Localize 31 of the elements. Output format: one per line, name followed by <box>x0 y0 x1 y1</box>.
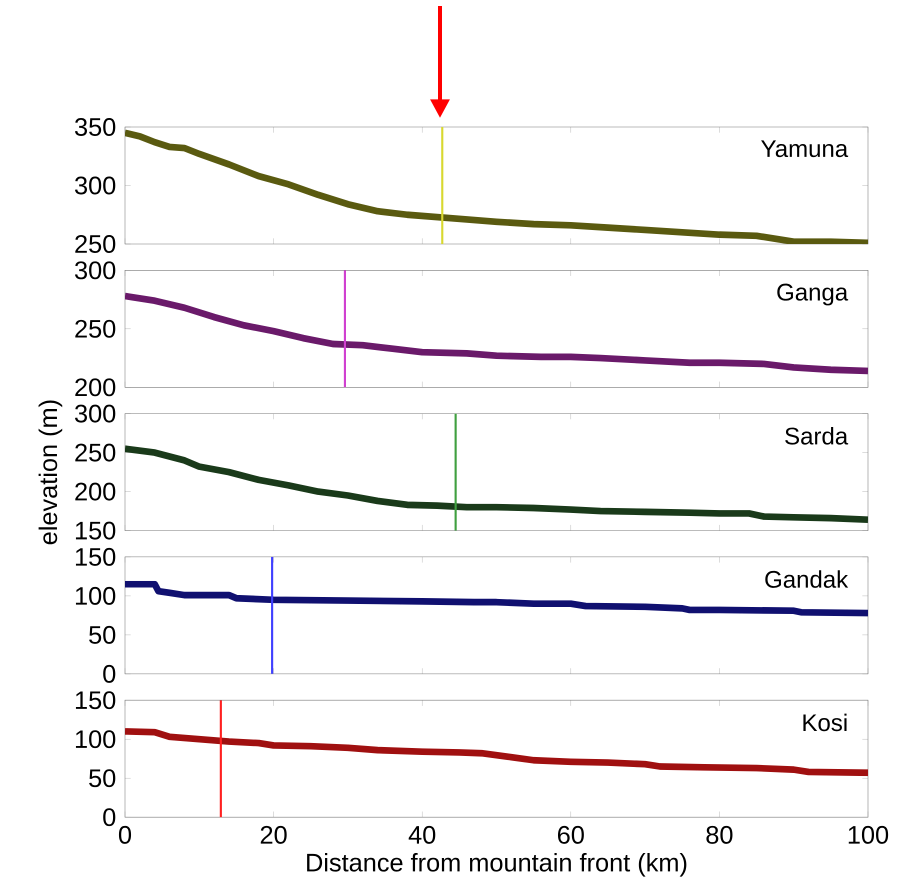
y-axis-title: elevation (m) <box>38 400 62 544</box>
y-tick-label: 350 <box>74 118 116 136</box>
y-tick-label: 0 <box>103 664 116 683</box>
y-tick-label: 50 <box>89 769 116 788</box>
y-tick-label: 250 <box>75 320 116 338</box>
text: Yamuna <box>761 140 848 158</box>
x-tick-label: 0 <box>118 826 132 844</box>
y-tick-label: 0 <box>103 808 116 826</box>
x-tick-label: 100 <box>848 826 888 844</box>
y-tick-label: 150 <box>76 522 116 540</box>
y-tick-label: 200 <box>75 482 116 501</box>
y-tick-label: 100 <box>76 586 116 605</box>
y-tick-label: 300 <box>74 404 116 423</box>
y-tick-label: 250 <box>75 444 116 462</box>
y-tick-label: 150 <box>76 691 116 710</box>
x-tick-label: 20 <box>260 826 287 844</box>
x-tick-label: 40 <box>408 826 436 844</box>
y-tick-label: 100 <box>76 730 116 748</box>
x-tick-label: 80 <box>706 826 732 844</box>
text: Ganga <box>777 284 848 306</box>
text: Sarda <box>785 426 848 445</box>
y-tick-label: 50 <box>89 626 116 644</box>
y-tick-label: 300 <box>74 176 116 194</box>
series-label: Gandak <box>765 570 848 588</box>
series-label: Kosi <box>803 714 847 732</box>
x-axis-title: Distance from mountain front (km) <box>307 852 686 877</box>
y-tick-label: 300 <box>74 261 116 280</box>
y-tick-label: 250 <box>75 235 116 253</box>
y-tick-label: 150 <box>76 548 116 566</box>
y-tick-label: 200 <box>75 378 116 396</box>
x-tick-label: 60 <box>558 826 584 844</box>
